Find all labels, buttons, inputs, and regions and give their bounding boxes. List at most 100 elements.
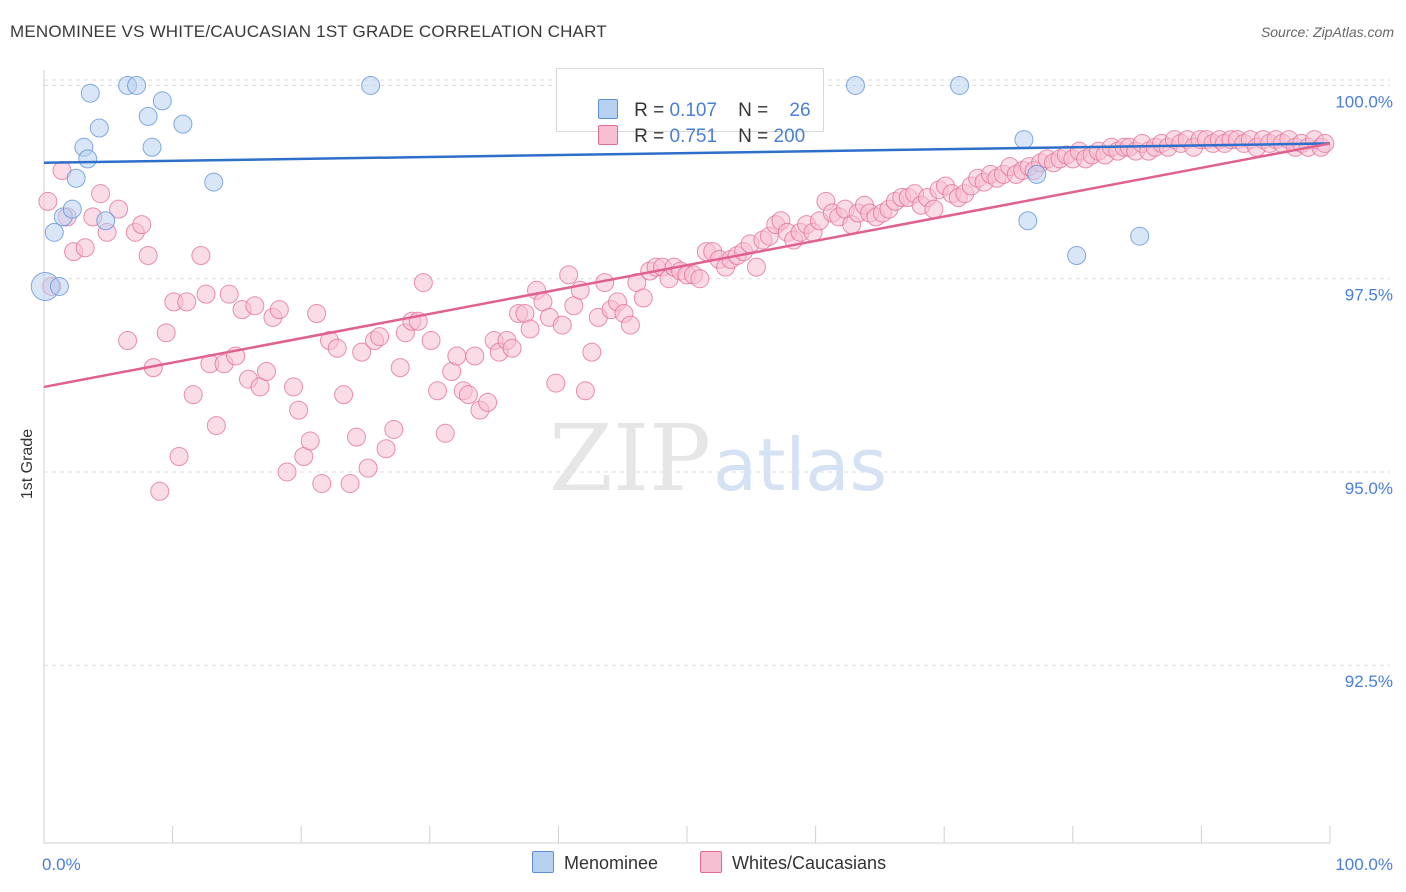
point-whites [156, 323, 176, 343]
bottom-legend-whites: Whites/Caucasians [700, 851, 886, 874]
point-menominee [127, 75, 147, 95]
point-menominee [950, 75, 970, 95]
x-tick-label-start: 0.0% [42, 855, 81, 874]
point-menominee [1130, 226, 1150, 246]
point-whites [575, 381, 595, 401]
point-whites [132, 215, 152, 235]
y-tick-label: 100.0% [1335, 92, 1393, 111]
point-whites [352, 342, 372, 362]
point-whites [269, 300, 289, 320]
bottom-legend-swatch-whites [700, 851, 722, 873]
point-whites [435, 423, 455, 443]
legend-row-whites: R = 0.751 N = 200 [577, 103, 805, 147]
point-whites [109, 199, 129, 219]
point-whites [289, 400, 309, 420]
point-whites [620, 315, 640, 335]
point-whites [150, 481, 170, 501]
point-whites [118, 331, 138, 351]
y-axis-label-wrap: 1st Grade [18, 429, 38, 499]
point-whites [520, 319, 540, 339]
watermark-zip: ZIP [549, 405, 711, 512]
point-menominee [361, 75, 381, 95]
point-menominee [96, 211, 116, 231]
point-menominee [1018, 211, 1038, 231]
bottom-legend-swatch-menominee [532, 851, 554, 873]
point-whites [334, 385, 354, 405]
point-whites [413, 273, 433, 293]
point-whites [169, 447, 189, 466]
point-menominee [89, 118, 109, 138]
point-whites [300, 431, 320, 451]
tick-labels: 92.5% 95.0% 97.5% 100.0% 0.0% 100.0% [42, 92, 1393, 874]
point-whites [559, 265, 579, 285]
bottom-legend-menominee: Menominee [532, 851, 658, 874]
point-menominee [49, 276, 69, 296]
point-whites [91, 184, 111, 204]
point-whites [690, 269, 710, 289]
point-whites [340, 474, 360, 494]
y-tick-label: 95.0% [1345, 479, 1393, 498]
point-menominee [44, 222, 64, 242]
point-whites [376, 439, 396, 459]
point-whites [75, 238, 95, 258]
point-whites [196, 284, 216, 304]
point-whites [390, 358, 410, 378]
point-whites [191, 246, 211, 266]
point-menominee [66, 168, 86, 188]
point-whites [283, 377, 303, 397]
point-menominee [173, 114, 193, 134]
point-menominee [204, 172, 224, 192]
source-label: Source: ZipAtlas.com [1260, 24, 1394, 40]
point-menominee [78, 149, 98, 169]
point-whites [138, 246, 158, 266]
point-whites [38, 191, 58, 211]
point-whites [502, 338, 522, 358]
legend-n-label: N = [738, 126, 774, 147]
point-menominee [62, 199, 82, 219]
point-whites [465, 346, 485, 366]
point-whites [582, 342, 602, 362]
y-tick-label: 92.5% [1345, 672, 1393, 691]
point-menominee [138, 106, 158, 126]
point-whites [633, 288, 653, 308]
series-menominee-points [30, 75, 1150, 301]
x-tick-label-end: 100.0% [1335, 855, 1393, 874]
point-menominee [1027, 164, 1047, 184]
legend-r-label: R = [634, 126, 670, 147]
point-whites [245, 296, 265, 316]
point-whites [546, 373, 566, 393]
point-whites [384, 419, 404, 439]
point-whites [746, 257, 766, 277]
point-menominee [1067, 246, 1087, 266]
bottom-legend-label-menominee: Menominee [564, 853, 659, 873]
point-whites [552, 315, 572, 335]
trend-line-menominee [43, 142, 1331, 165]
legend-n-value: 26 [789, 100, 811, 121]
legend-r-value: 0.107 [669, 100, 718, 121]
legend-r-value: 0.751 [669, 126, 718, 147]
y-axis-label: 1st Grade [19, 428, 36, 500]
point-menominee [80, 83, 100, 103]
point-whites [428, 381, 448, 401]
legend-n-label: N = [738, 100, 774, 121]
legend-r-label: R = [634, 100, 670, 121]
point-menominee [845, 75, 865, 95]
point-whites [346, 427, 366, 447]
point-menominee [1014, 130, 1034, 150]
point-whites [219, 284, 239, 304]
point-menominee [152, 91, 172, 111]
point-whites [370, 327, 390, 347]
trend-line-whites [43, 142, 1331, 389]
point-whites [327, 338, 347, 358]
point-whites [421, 331, 441, 351]
legend-row-menominee: R = 0.107 N = 26 [577, 77, 811, 121]
legend-swatch-menominee [598, 99, 619, 119]
y-tick-label: 97.5% [1345, 286, 1393, 305]
point-whites [924, 199, 944, 219]
watermark-atlas: atlas [713, 423, 887, 507]
point-whites [277, 462, 297, 482]
point-whites [256, 361, 276, 381]
chart-title: MENOMINEE VS WHITE/CAUCASIAN 1ST GRADE C… [10, 22, 607, 41]
point-whites [307, 303, 327, 323]
